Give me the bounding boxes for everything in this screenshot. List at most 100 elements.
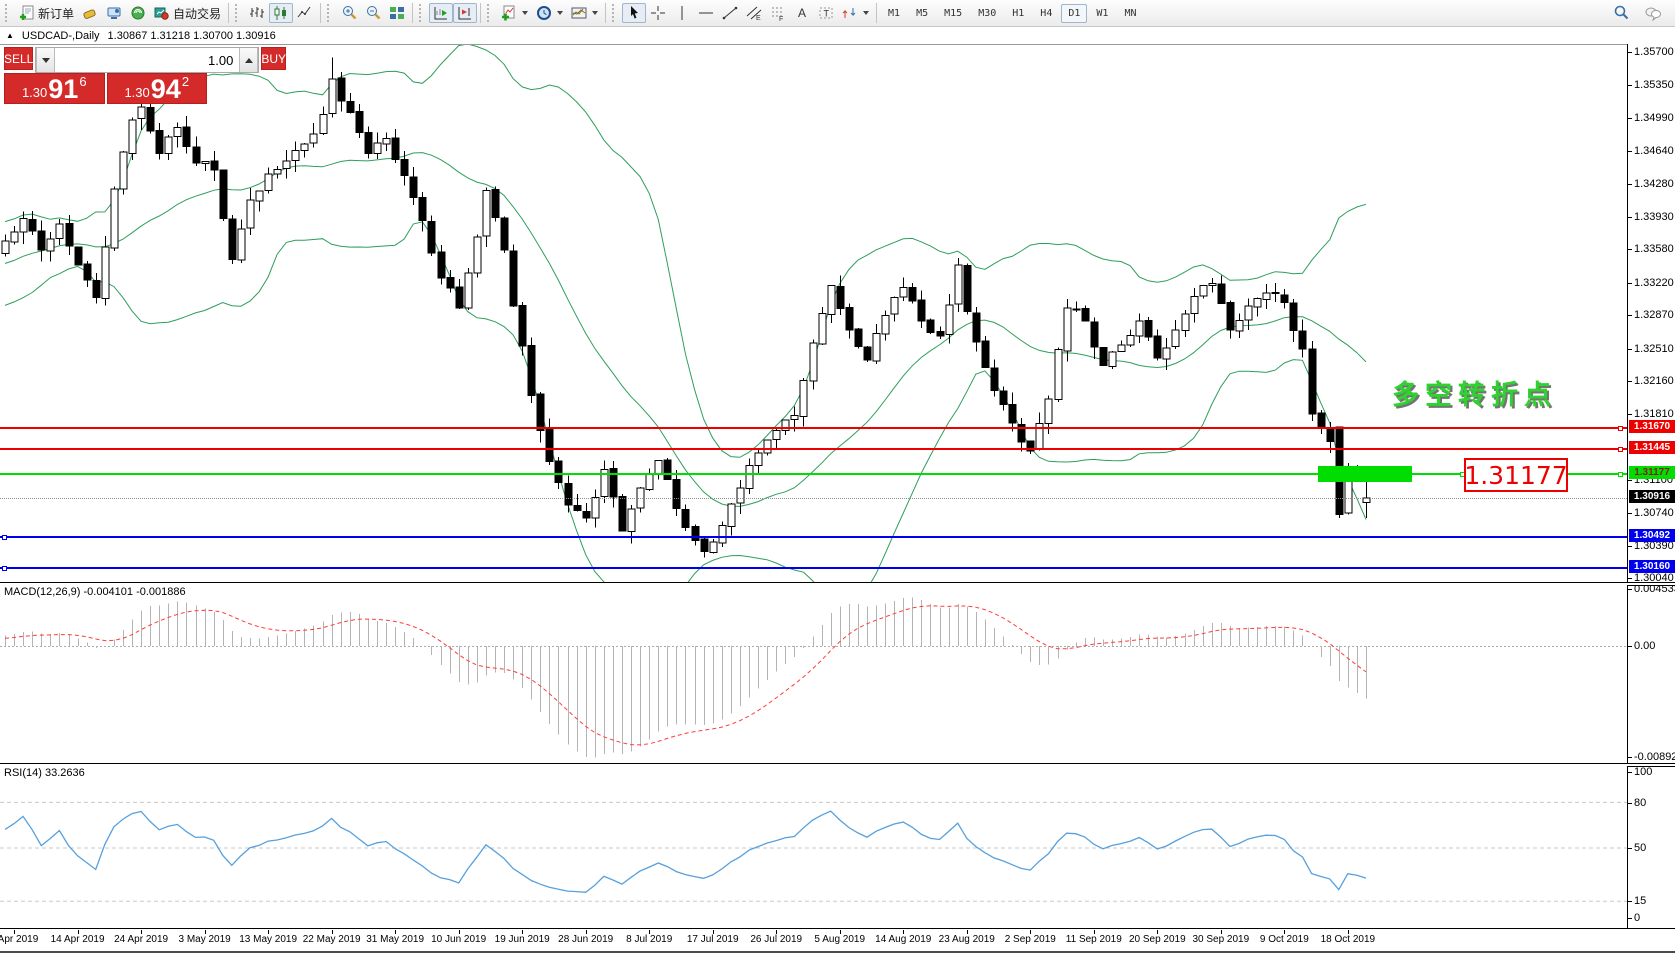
price-tag-1.31670[interactable]: 1.31670 [1629,419,1675,433]
volume-decrease-button[interactable] [36,48,56,72]
dropdown-caret-icon [557,11,564,15]
date-label: 22 May 2019 [302,934,361,945]
volume-increase-button[interactable] [239,48,259,72]
timeframe-w1-button[interactable]: W1 [1096,7,1109,19]
timeframe-h4-button[interactable]: H4 [1040,7,1053,19]
axis-tick-mark [1628,513,1632,515]
auto-trading-icon [154,7,169,20]
axis-tick-mark [1628,772,1632,773]
axis-tick-mark [1628,848,1632,849]
fibonacci-button[interactable]: F [766,3,790,23]
toolbar-button-label: 新订单 [38,6,75,21]
auto-trading-button[interactable]: 自动交易 [150,3,225,23]
rsi-panel[interactable]: RSI(14) 33.2636 [0,765,1627,928]
timeframe-m5-button[interactable]: M5 [916,7,929,19]
crosshair-button[interactable] [646,3,670,23]
timeframe-m15-button[interactable]: M15 [944,7,963,19]
dropdown-caret-icon [592,11,599,15]
hline-button[interactable] [694,3,718,23]
date-axis[interactable]: 4 Apr 2019 14 Apr 2019 24 Apr 2019 3 May 20… [0,930,1675,951]
workstation-button[interactable] [102,3,126,23]
candlestick-button[interactable] [269,3,294,23]
axis-tick-label: 1.30740 [1634,507,1674,520]
cursor-button[interactable] [622,3,647,23]
collapse-icon[interactable]: ▲ [6,31,14,40]
buy-price[interactable]: 1.30 94 2 [106,73,207,104]
zoom-in-button[interactable] [337,3,361,23]
line-anchor[interactable] [1618,425,1623,431]
buy-button[interactable]: BUY [261,47,287,73]
timeframe-h1-button[interactable]: H1 [1012,7,1025,19]
price-tag-1.30492[interactable]: 1.30492 [1629,529,1675,543]
new-order-icon [20,5,34,20]
price-callout-label[interactable]: 1.31177 [1464,458,1568,492]
macd-panel[interactable]: MACD(12,26,9) -0.004101 -0.001886 [0,584,1627,763]
periods-button[interactable] [532,3,567,23]
turning-point-annotation[interactable]: 多空转折点 [1392,380,1557,411]
axis-tick-mark [1628,803,1632,804]
bollinger-band-line[interactable] [4,221,1367,582]
indicators-button[interactable] [497,3,532,23]
hline-1.30160[interactable] [0,567,1627,570]
axis-tick-label: 50 [1634,842,1647,854]
price-tag-1.31445[interactable]: 1.31445 [1629,440,1675,454]
price-chart-panel[interactable]: 1.31177 多空转折点 [0,44,1627,582]
arrows-button[interactable] [838,3,873,23]
line-anchor[interactable] [1618,446,1623,452]
vline-icon [681,6,683,20]
vline-button[interactable] [670,3,694,23]
hline-1.30916[interactable] [0,497,1627,499]
templates-button[interactable] [567,3,602,23]
chart-shift-button[interactable] [453,3,478,23]
volume-input[interactable] [55,48,240,72]
zoom-out-button[interactable] [361,3,385,23]
line-anchor[interactable] [2,566,7,572]
candlestick-chart[interactable] [0,45,1627,582]
price-tag-1.30916[interactable]: 1.30916 [1629,489,1675,503]
channel-button[interactable]: E [742,3,766,23]
line-chart-button[interactable] [293,3,317,23]
bollinger-band-line[interactable] [4,152,1367,507]
signal-button[interactable] [126,3,150,23]
price-tag-1.31177[interactable]: 1.31177 [1629,465,1675,479]
search-button[interactable] [1609,3,1633,23]
axis-tick-label: 1.32510 [1634,342,1674,355]
trendline-button[interactable] [718,3,742,23]
highlight-rectangle[interactable] [1318,466,1412,482]
timeframe-m1-button[interactable]: M1 [888,7,901,19]
sell-price[interactable]: 1.30 91 6 [4,73,105,104]
text-button[interactable]: A [790,3,814,23]
bar-chart-button[interactable] [245,3,269,23]
date-label: 11 Sep 2019 [1065,934,1122,945]
profile-button[interactable] [78,3,102,23]
text-label-button[interactable]: T [814,3,838,23]
macd-chart[interactable] [0,584,1627,763]
timeframe-d1-button[interactable]: D1 [1061,3,1088,23]
svg-text:T: T [824,9,830,19]
toolbar-separator [605,3,607,23]
date-label: 31 May 2019 [366,934,425,945]
sell-button[interactable]: SELL [4,47,34,73]
axis-tick-mark [1628,413,1632,415]
hline-1.31445[interactable] [0,447,1627,450]
timeframe-m30-button[interactable]: M30 [978,7,997,19]
rsi-chart[interactable] [0,765,1627,928]
price-axis[interactable]: 1.35700 1.35350 1.34990 1.34640 1.34280 1.339… [1627,44,1675,951]
tile-windows-button[interactable] [385,3,409,23]
line-anchor[interactable] [1618,471,1623,477]
bollinger-band-line[interactable] [4,45,1367,458]
hline-1.31177[interactable] [0,472,1627,475]
hline-1.31670[interactable] [0,426,1627,429]
axis-tick-mark [1628,757,1632,758]
new-order-button[interactable]: 新订单 [15,3,78,23]
timeframe-mn-button[interactable]: MN [1124,7,1137,19]
chat-button[interactable] [1641,3,1665,23]
line-anchor[interactable] [2,535,7,541]
auto-scroll-button[interactable] [429,3,454,23]
svg-text:F: F [779,16,783,21]
axis-tick-mark [1628,282,1632,284]
toolbar-separator [480,3,482,23]
price-tag-1.30160[interactable]: 1.30160 [1629,560,1675,574]
axis-tick-label: 1.32870 [1634,309,1674,322]
hline-1.30492[interactable] [0,536,1627,539]
